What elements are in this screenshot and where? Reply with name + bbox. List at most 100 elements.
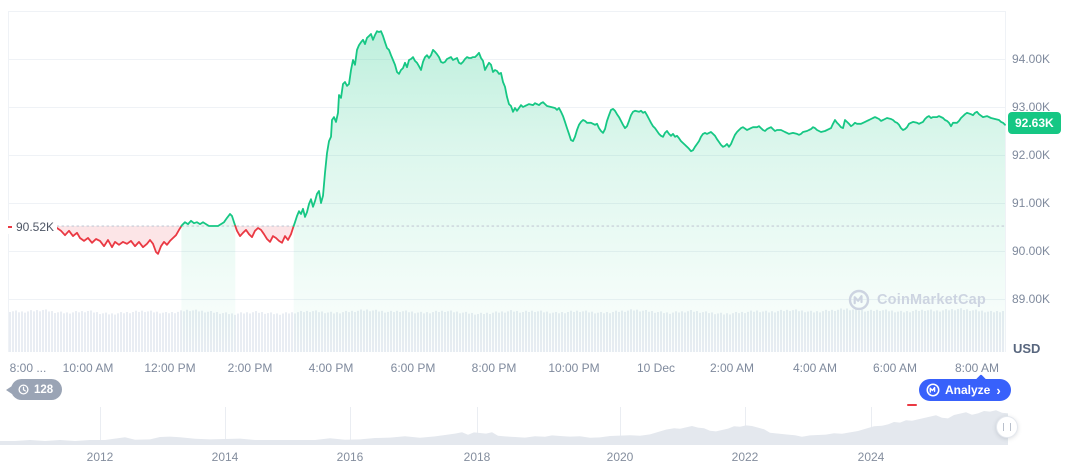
x-axis-tick-label: 10:00 PM [548, 361, 600, 375]
volume-bar [33, 311, 35, 352]
volume-bar [78, 312, 80, 352]
volume-bar [135, 310, 137, 352]
y-axis-tick-label: 92.00K [1012, 148, 1051, 162]
volume-bar [162, 312, 164, 352]
volume-bar [141, 310, 143, 352]
x-axis-tick-label: 2:00 PM [227, 361, 273, 375]
baseline-marker-dash-icon [8, 226, 12, 228]
volume-bar [258, 312, 260, 352]
x-axis-tick-label: 6:00 PM [390, 361, 436, 375]
volume-bar [243, 313, 245, 352]
volume-bar [51, 311, 53, 352]
volume-bar [129, 313, 131, 352]
volume-bar [15, 310, 17, 352]
timeline-year-label: 2022 [731, 450, 759, 464]
history-count: 128 [34, 383, 54, 396]
y-axis-tick-label: 89.00K [1012, 292, 1051, 306]
volume-bar [57, 312, 59, 352]
timeline-drag-handle[interactable] [996, 416, 1018, 438]
volume-bar [240, 312, 242, 352]
volume-bar [249, 313, 251, 352]
volume-bar [159, 313, 161, 352]
analyze-label: Analyze [945, 383, 991, 397]
price-area-above-baseline [293, 31, 1005, 352]
analyze-button[interactable]: Analyze › [919, 379, 1011, 401]
volume-bar [174, 313, 176, 352]
volume-bar [171, 311, 173, 352]
volume-bar [168, 313, 170, 352]
volume-bar [27, 311, 29, 352]
watermark-text: CoinMarketCap [877, 292, 986, 308]
volume-bar [96, 312, 98, 352]
volume-bar [93, 312, 95, 352]
volume-bar [123, 313, 125, 352]
timeline-year-label: 2018 [463, 450, 491, 464]
volume-bar [117, 313, 119, 352]
timeline-year-label: 2020 [606, 450, 634, 464]
volume-bar [60, 311, 62, 352]
timeline-year-label: 2012 [86, 450, 114, 464]
volume-bar [246, 312, 248, 352]
volume-bar [21, 311, 23, 352]
timeline-year-label: 2014 [211, 450, 239, 464]
volume-bar [126, 312, 128, 352]
volume-bar [39, 311, 41, 352]
volume-bar [75, 311, 77, 352]
volume-bar [30, 310, 32, 352]
volume-bar [36, 310, 38, 352]
timeline-year-label: 2024 [857, 450, 885, 464]
x-axis-tick-label: 8:00 PM [471, 361, 517, 375]
volume-bar [165, 311, 167, 352]
timeline-history-area [0, 410, 1008, 445]
x-axis-tick-label: 2:00 AM [709, 361, 755, 375]
x-axis-tick-label: 10:00 AM [62, 361, 114, 375]
volume-bar [45, 309, 47, 352]
watermark: CoinMarketCap [848, 289, 986, 311]
x-axis-tick-label: 12:00 PM [144, 361, 196, 375]
volume-bar [180, 310, 182, 352]
volume-bar [279, 314, 281, 352]
volume-bar [63, 313, 65, 352]
volume-bar [108, 314, 110, 352]
volume-bar [48, 311, 50, 352]
volume-bar [276, 313, 278, 352]
volume-bar [255, 311, 257, 352]
volume-bar [267, 313, 269, 352]
usd-unit-label: USD [1013, 341, 1041, 356]
volume-bar [177, 311, 179, 352]
volume-bar [81, 311, 83, 352]
volume-bar [150, 310, 152, 352]
x-axis-tick-label: 8:00 AM [954, 361, 1000, 375]
volume-bar [144, 312, 146, 352]
x-axis-tick-label: 10 Dec [636, 361, 676, 375]
history-count-badge[interactable]: 128 [5, 379, 63, 400]
volume-bar [264, 313, 266, 352]
price-line-red [234, 225, 295, 244]
volume-bar [273, 314, 275, 352]
volume-bar [261, 312, 263, 352]
volume-bar [114, 314, 116, 352]
price-line-green [180, 213, 237, 227]
watermark-coinmarketcap-logo-icon [848, 289, 870, 311]
volume-bar [90, 310, 92, 352]
volume-bar [288, 313, 290, 352]
volume-bar [24, 312, 26, 352]
volume-bar [66, 312, 68, 352]
volume-bar [156, 311, 158, 352]
y-axis-tick-label: 93.00K [1012, 100, 1051, 114]
price-area-above-baseline [181, 214, 236, 352]
y-axis-tick-label: 90.00K [1012, 244, 1051, 258]
volume-bar [99, 314, 101, 352]
volume-bar [237, 313, 239, 352]
volume-bar [147, 311, 149, 352]
volume-bar [12, 311, 14, 352]
volume-bar [153, 312, 155, 352]
volume-bar [285, 312, 287, 352]
timeline-scrubber[interactable] [0, 406, 1008, 445]
volume-bar [54, 313, 56, 352]
volume-bar [9, 312, 11, 352]
volume-bar [120, 312, 122, 352]
y-axis-tick-label: 91.00K [1012, 196, 1051, 210]
